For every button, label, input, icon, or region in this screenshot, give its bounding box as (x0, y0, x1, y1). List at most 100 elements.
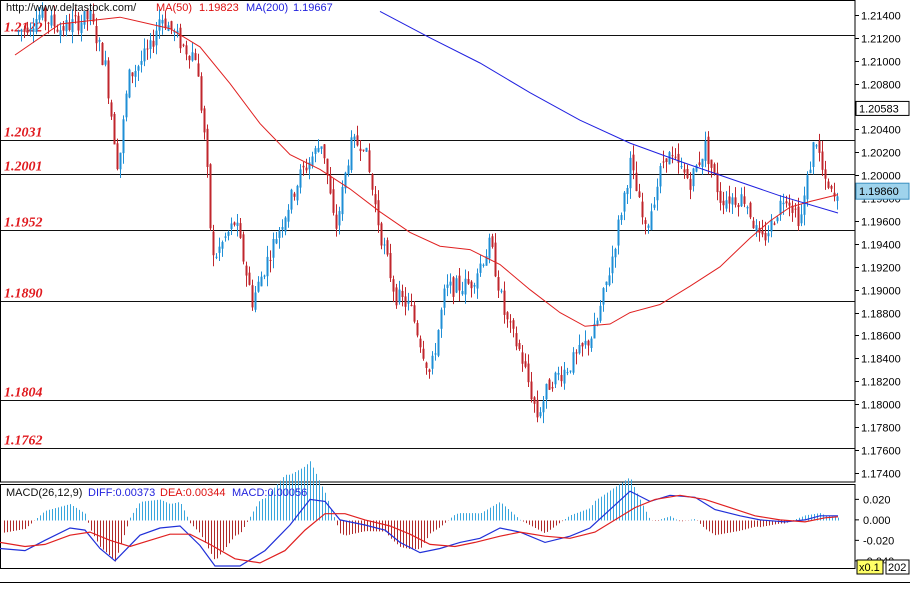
candle-body (68, 22, 71, 31)
candle-body (479, 263, 482, 273)
candle-body (584, 340, 587, 345)
ma50-label: MA(50) (156, 2, 193, 14)
candle-body (512, 320, 515, 329)
candle-body (275, 239, 278, 244)
candle-body (110, 102, 113, 117)
candle-body (761, 230, 764, 235)
candle-body (239, 223, 242, 238)
y-tick-label: 1.20800 (861, 80, 901, 92)
candle-body (83, 11, 86, 25)
level-label: 1.1762 (4, 434, 43, 449)
candle-body (788, 202, 791, 206)
candle-body (38, 14, 41, 20)
candle-body (473, 285, 476, 287)
y-tick-label: 1.18200 (861, 377, 901, 389)
candle-body (476, 273, 479, 289)
candle-body (260, 276, 263, 287)
candle-body (98, 39, 101, 42)
y-tick-label: 1.19200 (861, 263, 901, 275)
candle-body (131, 72, 134, 77)
candle-body (305, 167, 308, 171)
candle-body (71, 19, 74, 33)
y-tick-label: 1.20200 (861, 148, 901, 160)
y-tick-label: 1.18000 (861, 400, 901, 412)
candle-body (506, 312, 509, 320)
candle-body (53, 14, 56, 27)
candle-body (215, 256, 218, 258)
candle-body (467, 279, 470, 284)
level-label: 1.2001 (4, 160, 43, 175)
candle-body (206, 128, 209, 167)
candle-body (146, 48, 149, 50)
candle-body (299, 169, 302, 188)
candle-body (272, 239, 275, 258)
candle-body (233, 222, 236, 225)
candle-body (614, 248, 617, 258)
candle-body (641, 201, 644, 218)
y-tick-label: 1.18800 (861, 309, 901, 321)
candle-body (20, 29, 23, 32)
candle-body (278, 230, 281, 238)
candle-body (92, 13, 95, 22)
candle-body (395, 287, 398, 306)
candle-body (563, 369, 566, 384)
candle-body (635, 172, 638, 192)
candle-body (551, 387, 554, 389)
candle-body (524, 361, 527, 367)
candle-body (59, 30, 62, 36)
candle-body (440, 309, 443, 329)
candle-body (254, 292, 257, 310)
candle-body (749, 202, 752, 218)
candle-body (389, 252, 392, 279)
candle-body (266, 256, 269, 277)
candle-body (257, 281, 260, 292)
candle-body (668, 152, 671, 165)
candle-body (95, 26, 98, 44)
candle-body (329, 175, 332, 194)
macd-title: MACD(26,12,9) (6, 487, 83, 499)
candle-body (80, 22, 83, 34)
candle-body (200, 76, 203, 111)
candle-body (509, 321, 512, 323)
candle-body (746, 207, 749, 209)
y-tick-label: 1.20000 (861, 171, 901, 183)
candle-body (554, 372, 557, 385)
candle-body (74, 15, 77, 17)
candle-body (608, 275, 611, 286)
candle-body (287, 209, 290, 222)
candle-body (674, 156, 677, 158)
candle-body (572, 352, 575, 373)
candle-body (521, 352, 524, 364)
candle-body (482, 264, 485, 266)
zoom-box (856, 559, 884, 575)
candle-body (782, 202, 785, 205)
ma50-value: 1.19823 (199, 2, 239, 14)
candle-body (539, 412, 542, 417)
candle-body (422, 348, 425, 359)
candle-body (731, 197, 734, 205)
candle-body (401, 290, 404, 297)
y-tick-label: 1.19600 (861, 217, 901, 229)
candle-body (158, 19, 161, 31)
candle-body (665, 158, 668, 163)
candle-body (428, 369, 431, 372)
candle-body (488, 237, 491, 259)
macd-histogram-group (4, 461, 839, 562)
macd-dea-line (0, 494, 839, 564)
current-price-box (855, 182, 910, 200)
candle-body (800, 214, 803, 224)
candle-body (719, 190, 722, 203)
candle-body (716, 172, 719, 193)
candle-body (737, 204, 740, 208)
macd-diff: DIFF:0.00373 (88, 487, 156, 499)
macd-value: MACD:0.00056 (232, 487, 308, 499)
candle-body (830, 186, 833, 189)
candle-body (197, 63, 200, 77)
candle-body (785, 201, 788, 204)
y-tick-label: 1.21000 (861, 57, 901, 69)
y-tick-label: 1.20400 (861, 125, 901, 137)
candle-body (833, 192, 836, 197)
candle-body (776, 217, 779, 222)
candle-body (218, 246, 221, 253)
candle-body (413, 305, 416, 322)
